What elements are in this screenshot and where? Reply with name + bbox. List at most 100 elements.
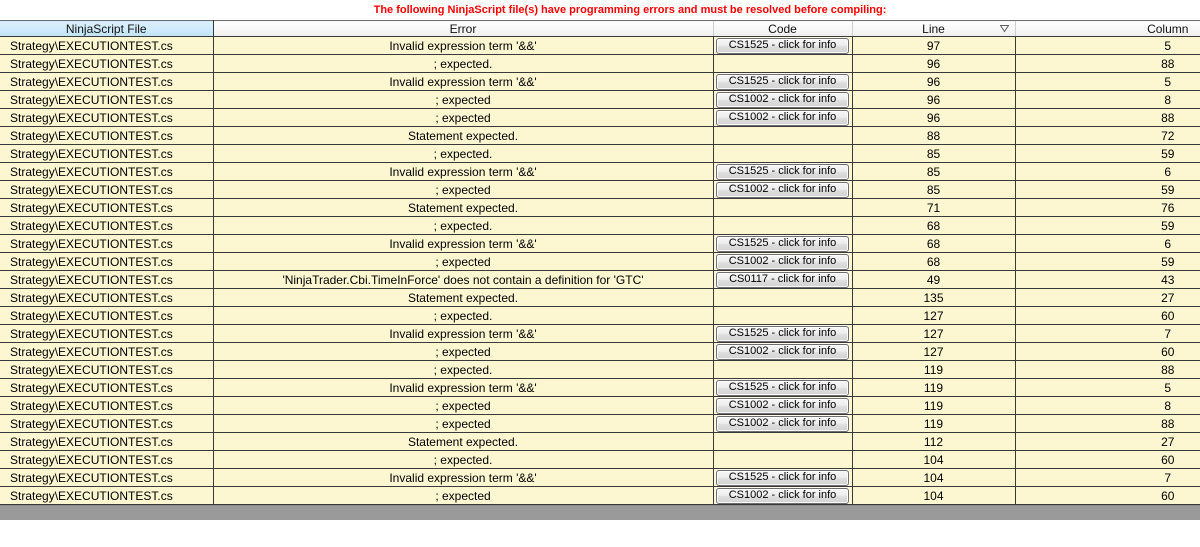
cell-error[interactable]: ; expected — [213, 108, 714, 127]
cell-error[interactable]: Invalid expression term '&&' — [213, 378, 714, 397]
cell-file[interactable]: Strategy\EXECUTIONTEST.cs — [0, 126, 214, 145]
cell-column[interactable]: 8 — [1015, 396, 1200, 415]
cell-error[interactable]: ; expected — [213, 342, 714, 361]
cell-code[interactable]: CS1525 - click for info — [713, 162, 853, 181]
cell-file[interactable]: Strategy\EXECUTIONTEST.cs — [0, 450, 214, 469]
table-row[interactable]: Strategy\EXECUTIONTEST.cs Invalid expres… — [0, 36, 1200, 55]
cell-column[interactable]: 60 — [1015, 306, 1200, 325]
cell-code[interactable]: CS1525 - click for info — [713, 468, 853, 487]
cell-error[interactable]: ; expected. — [213, 306, 714, 325]
cell-code[interactable]: CS1002 - click for info — [713, 342, 853, 361]
cell-code[interactable]: CS0117 - click for info — [713, 270, 853, 289]
cell-file[interactable]: Strategy\EXECUTIONTEST.cs — [0, 198, 214, 217]
cell-error[interactable]: Invalid expression term '&&' — [213, 72, 714, 91]
table-row[interactable]: Strategy\EXECUTIONTEST.cs ; expected. 96… — [0, 54, 1200, 73]
error-code-button[interactable]: CS1002 - click for info — [716, 91, 849, 108]
cell-line[interactable]: 68 — [852, 252, 1016, 271]
cell-file[interactable]: Strategy\EXECUTIONTEST.cs — [0, 144, 214, 163]
cell-line[interactable]: 104 — [852, 486, 1016, 505]
table-row[interactable]: Strategy\EXECUTIONTEST.cs Invalid expres… — [0, 162, 1200, 181]
column-header-error[interactable]: Error — [213, 20, 713, 37]
cell-code[interactable] — [713, 198, 853, 217]
column-header-ninjascript-file[interactable]: NinjaScript File — [0, 20, 214, 37]
cell-file[interactable]: Strategy\EXECUTIONTEST.cs — [0, 234, 214, 253]
cell-column[interactable]: 43 — [1015, 270, 1200, 289]
cell-line[interactable]: 135 — [852, 288, 1016, 307]
error-code-button[interactable]: CS1525 - click for info — [716, 325, 849, 342]
cell-file[interactable]: Strategy\EXECUTIONTEST.cs — [0, 270, 214, 289]
cell-file[interactable]: Strategy\EXECUTIONTEST.cs — [0, 180, 214, 199]
cell-file[interactable]: Strategy\EXECUTIONTEST.cs — [0, 162, 214, 181]
cell-error[interactable]: Invalid expression term '&&' — [213, 36, 714, 55]
cell-error[interactable]: ; expected — [213, 396, 714, 415]
cell-line[interactable]: 96 — [852, 72, 1016, 91]
error-code-button[interactable]: CS1525 - click for info — [716, 379, 849, 396]
table-row[interactable]: Strategy\EXECUTIONTEST.cs 'NinjaTrader.C… — [0, 270, 1200, 289]
cell-line[interactable]: 85 — [852, 180, 1016, 199]
cell-code[interactable]: CS1525 - click for info — [713, 36, 853, 55]
cell-error[interactable]: Invalid expression term '&&' — [213, 162, 714, 181]
cell-line[interactable]: 104 — [852, 450, 1016, 469]
cell-error[interactable]: 'NinjaTrader.Cbi.TimeInForce' does not c… — [213, 270, 714, 289]
cell-file[interactable]: Strategy\EXECUTIONTEST.cs — [0, 360, 214, 379]
error-code-button[interactable]: CS1525 - click for info — [716, 469, 849, 486]
cell-column[interactable]: 72 — [1015, 126, 1200, 145]
cell-error[interactable]: ; expected. — [213, 216, 714, 235]
cell-line[interactable]: 127 — [852, 342, 1016, 361]
cell-column[interactable]: 60 — [1015, 486, 1200, 505]
cell-line[interactable]: 119 — [852, 414, 1016, 433]
cell-error[interactable]: ; expected. — [213, 360, 714, 379]
cell-column[interactable]: 7 — [1015, 468, 1200, 487]
error-code-button[interactable]: CS1525 - click for info — [716, 73, 849, 90]
table-row[interactable]: Strategy\EXECUTIONTEST.cs ; expected CS1… — [0, 90, 1200, 109]
cell-code[interactable] — [713, 126, 853, 145]
cell-code[interactable]: CS1002 - click for info — [713, 252, 853, 271]
table-row[interactable]: Strategy\EXECUTIONTEST.cs Statement expe… — [0, 288, 1200, 307]
cell-column[interactable]: 5 — [1015, 378, 1200, 397]
cell-error[interactable]: Statement expected. — [213, 288, 714, 307]
table-row[interactable]: Strategy\EXECUTIONTEST.cs ; expected. 68… — [0, 216, 1200, 235]
table-row[interactable]: Strategy\EXECUTIONTEST.cs ; expected CS1… — [0, 252, 1200, 271]
error-code-button[interactable]: CS1002 - click for info — [716, 253, 849, 270]
table-row[interactable]: Strategy\EXECUTIONTEST.cs Invalid expres… — [0, 378, 1200, 397]
cell-code[interactable] — [713, 360, 853, 379]
error-code-button[interactable]: CS1002 - click for info — [716, 343, 849, 360]
cell-column[interactable]: 6 — [1015, 162, 1200, 181]
cell-file[interactable]: Strategy\EXECUTIONTEST.cs — [0, 378, 214, 397]
table-row[interactable]: Strategy\EXECUTIONTEST.cs ; expected. 10… — [0, 450, 1200, 469]
cell-column[interactable]: 7 — [1015, 324, 1200, 343]
error-code-button[interactable]: CS1525 - click for info — [716, 163, 849, 180]
cell-line[interactable]: 119 — [852, 378, 1016, 397]
cell-error[interactable]: Invalid expression term '&&' — [213, 234, 714, 253]
cell-line[interactable]: 97 — [852, 36, 1016, 55]
cell-column[interactable]: 59 — [1015, 144, 1200, 163]
cell-code[interactable] — [713, 450, 853, 469]
table-row[interactable]: Strategy\EXECUTIONTEST.cs ; expected CS1… — [0, 414, 1200, 433]
cell-file[interactable]: Strategy\EXECUTIONTEST.cs — [0, 216, 214, 235]
table-row[interactable]: Strategy\EXECUTIONTEST.cs Statement expe… — [0, 126, 1200, 145]
cell-file[interactable]: Strategy\EXECUTIONTEST.cs — [0, 72, 214, 91]
cell-error[interactable]: Statement expected. — [213, 198, 714, 217]
error-code-button[interactable]: CS1002 - click for info — [716, 487, 849, 504]
error-code-button[interactable]: CS1002 - click for info — [716, 397, 849, 414]
cell-code[interactable]: CS1002 - click for info — [713, 414, 853, 433]
cell-code[interactable]: CS1525 - click for info — [713, 378, 853, 397]
cell-column[interactable]: 59 — [1015, 252, 1200, 271]
table-row[interactable]: Strategy\EXECUTIONTEST.cs Invalid expres… — [0, 468, 1200, 487]
cell-line[interactable]: 88 — [852, 126, 1016, 145]
cell-error[interactable]: ; expected. — [213, 450, 714, 469]
cell-column[interactable]: 6 — [1015, 234, 1200, 253]
cell-line[interactable]: 96 — [852, 90, 1016, 109]
cell-column[interactable]: 88 — [1015, 360, 1200, 379]
table-row[interactable]: Strategy\EXECUTIONTEST.cs ; expected. 85… — [0, 144, 1200, 163]
cell-line[interactable]: 96 — [852, 54, 1016, 73]
table-row[interactable]: Strategy\EXECUTIONTEST.cs ; expected CS1… — [0, 108, 1200, 127]
cell-line[interactable]: 127 — [852, 306, 1016, 325]
cell-file[interactable]: Strategy\EXECUTIONTEST.cs — [0, 396, 214, 415]
table-row[interactable]: Strategy\EXECUTIONTEST.cs Statement expe… — [0, 432, 1200, 451]
cell-code[interactable]: CS1525 - click for info — [713, 324, 853, 343]
cell-column[interactable]: 8 — [1015, 90, 1200, 109]
table-row[interactable]: Strategy\EXECUTIONTEST.cs Invalid expres… — [0, 72, 1200, 91]
cell-code[interactable] — [713, 432, 853, 451]
cell-column[interactable]: 60 — [1015, 342, 1200, 361]
